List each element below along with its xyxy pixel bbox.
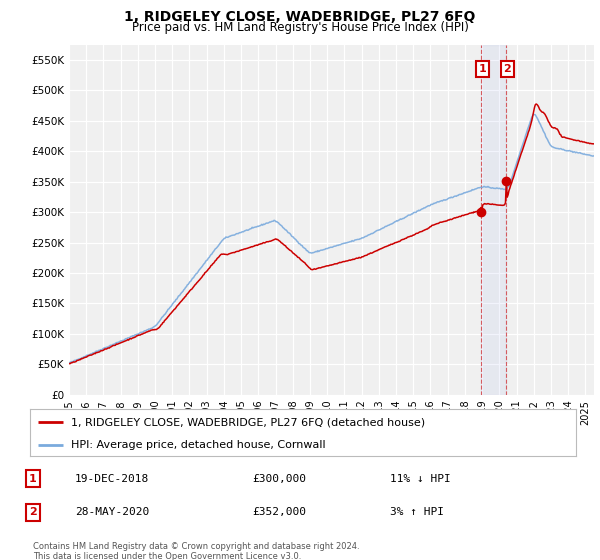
Text: 3% ↑ HPI: 3% ↑ HPI — [390, 507, 444, 517]
Text: 2: 2 — [29, 507, 37, 517]
Text: 1, RIDGELEY CLOSE, WADEBRIDGE, PL27 6FQ: 1, RIDGELEY CLOSE, WADEBRIDGE, PL27 6FQ — [124, 10, 476, 24]
Text: £300,000: £300,000 — [252, 474, 306, 484]
Text: Contains HM Land Registry data © Crown copyright and database right 2024.
This d: Contains HM Land Registry data © Crown c… — [33, 542, 359, 560]
Text: 11% ↓ HPI: 11% ↓ HPI — [390, 474, 451, 484]
Text: 1: 1 — [29, 474, 37, 484]
Text: 1: 1 — [478, 64, 486, 74]
Text: 19-DEC-2018: 19-DEC-2018 — [75, 474, 149, 484]
Text: Price paid vs. HM Land Registry's House Price Index (HPI): Price paid vs. HM Land Registry's House … — [131, 21, 469, 34]
Text: 1, RIDGELEY CLOSE, WADEBRIDGE, PL27 6FQ (detached house): 1, RIDGELEY CLOSE, WADEBRIDGE, PL27 6FQ … — [71, 417, 425, 427]
Bar — [481, 45, 506, 395]
Text: HPI: Average price, detached house, Cornwall: HPI: Average price, detached house, Corn… — [71, 440, 326, 450]
Text: 2: 2 — [503, 64, 511, 74]
Text: £352,000: £352,000 — [252, 507, 306, 517]
Text: 28-MAY-2020: 28-MAY-2020 — [75, 507, 149, 517]
